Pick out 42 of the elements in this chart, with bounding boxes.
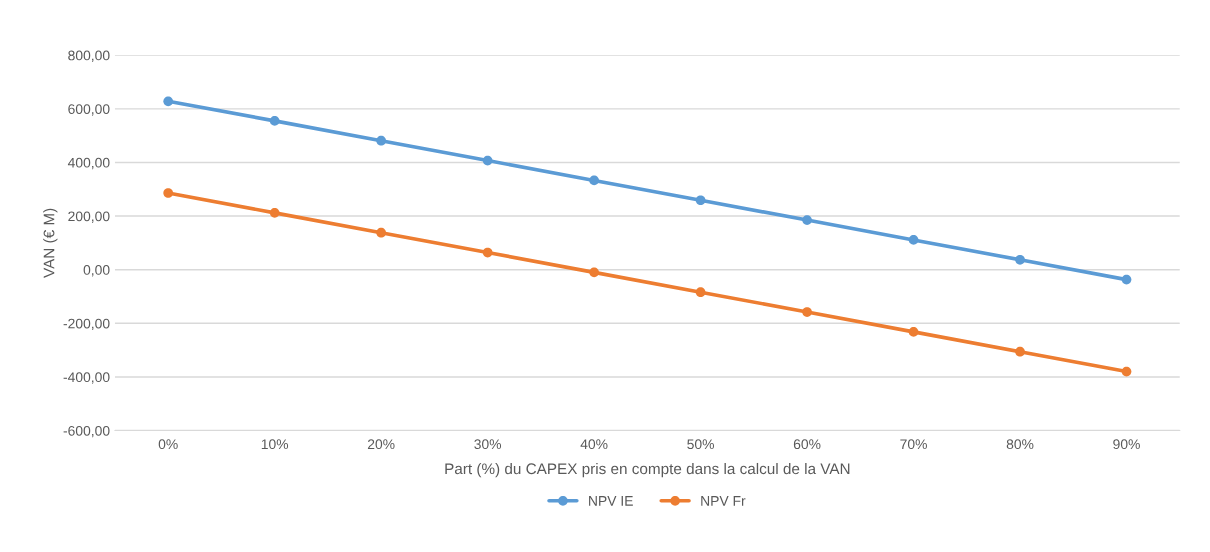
x-tick-label: 60% [793,439,821,450]
point [695,195,706,206]
point [376,135,387,146]
y-tick-label: 200,00 [68,211,110,223]
x-tick-label: 70% [900,439,927,450]
point [802,215,812,225]
y-axis-title: VAN (€ M) [43,208,58,278]
point [589,175,599,186]
y-tick-label: 800,00 [68,50,110,63]
point [163,96,174,107]
legend-label: NPV Fr [701,496,746,506]
y-tick-label: 400,00 [67,157,110,170]
point [1015,254,1025,265]
point [269,207,280,218]
point [802,307,812,317]
x-tick-label: 20% [367,439,395,450]
point [908,327,919,337]
x-tick-label: 30% [474,439,502,450]
point [908,235,919,245]
point [695,287,706,298]
x-tick-label: 90% [1113,439,1140,450]
point [269,116,280,126]
x-tick-label: 0% [158,439,178,450]
point [589,267,599,278]
y-tick-label: -600,00 [63,425,110,438]
y-tick-label: 600,00 [68,104,110,116]
x-tick-label: 80% [1006,439,1034,450]
x-tick-label: 40% [580,439,608,450]
y-tick-label: -400,00 [63,372,110,384]
x-tick-label: 50% [687,439,714,450]
point [482,155,493,166]
point [1121,366,1132,377]
y-tick-label: 0,00 [83,265,110,277]
point [482,247,493,258]
point [1121,274,1132,285]
legend-label: NPV IE [589,496,633,506]
point [1015,346,1025,357]
x-tick-label: 10% [261,439,289,450]
x-axis-title: Part (%) du CAPEX pris en compte dans la calcul de la VAN [445,462,850,478]
point [376,227,387,238]
point [163,188,174,198]
y-tick-label: -200,00 [63,318,110,331]
